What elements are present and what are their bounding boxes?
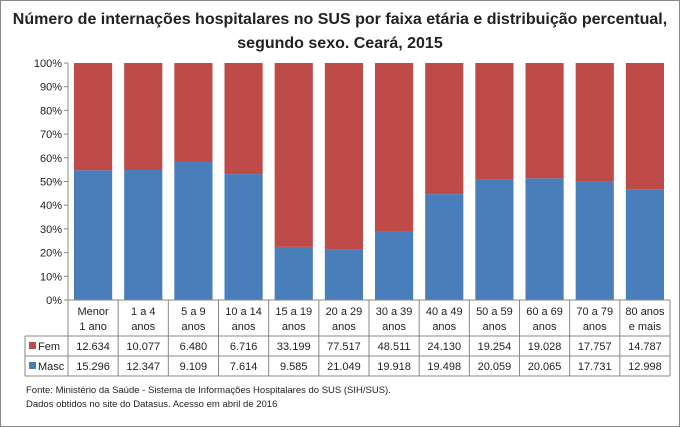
data-label-fem: 17.757 — [578, 341, 612, 353]
bar-fem — [375, 63, 414, 232]
y-tick-label: 0% — [46, 295, 62, 307]
category-label: 80 anos — [625, 306, 665, 318]
bar-masc — [274, 246, 313, 300]
access-note: Dados obtidos no site do Datasus. Acesso… — [26, 399, 278, 410]
legend-fem-swatch — [29, 342, 36, 349]
bar-masc — [475, 179, 514, 300]
category-label: 40 a 49 — [426, 306, 463, 318]
category-label: Menor — [77, 306, 109, 318]
bar-masc — [575, 181, 614, 300]
category-label: anos — [533, 321, 557, 333]
data-label-masc: 19.918 — [377, 361, 411, 373]
y-tick-label: 40% — [40, 200, 62, 212]
category-label: anos — [432, 321, 456, 333]
data-label-masc: 21.049 — [327, 361, 361, 373]
data-label-masc: 19.498 — [427, 361, 461, 373]
y-tick-label: 10% — [40, 271, 62, 283]
bar-fem — [525, 63, 564, 179]
bar-fem — [475, 63, 514, 180]
bar-masc — [425, 194, 464, 300]
bar-masc — [124, 169, 163, 300]
data-label-fem: 19.254 — [478, 341, 512, 353]
category-label: 15 a 19 — [275, 306, 312, 318]
category-label: anos — [382, 321, 406, 333]
category-label: 20 a 29 — [326, 306, 363, 318]
category-label: 10 a 14 — [225, 306, 262, 318]
data-label-fem: 14.787 — [628, 341, 662, 353]
bar-fem — [324, 63, 363, 250]
bar-masc — [324, 249, 363, 300]
bar-masc — [525, 178, 564, 300]
category-label: anos — [131, 321, 155, 333]
category-label: anos — [232, 321, 256, 333]
data-label-masc: 20.059 — [478, 361, 512, 373]
data-label-fem: 10.077 — [126, 341, 160, 353]
y-tick-label: 70% — [40, 129, 62, 141]
data-label-masc: 12.347 — [126, 361, 160, 373]
y-tick-label: 60% — [40, 153, 62, 165]
data-label-masc: 9.109 — [180, 361, 208, 373]
category-label: anos — [181, 321, 205, 333]
bar-fem — [625, 63, 664, 190]
category-label: 1 ano — [79, 321, 107, 333]
bar-masc — [224, 174, 263, 300]
data-label-masc: 15.296 — [76, 361, 110, 373]
bar-fem — [425, 63, 464, 195]
bar-fem — [174, 63, 213, 162]
y-tick-label: 100% — [34, 58, 62, 70]
data-label-masc: 17.731 — [578, 361, 612, 373]
category-label: 50 a 59 — [476, 306, 513, 318]
legend-masc-swatch — [29, 362, 36, 369]
category-label: 30 a 39 — [376, 306, 413, 318]
data-label-masc: 9.585 — [280, 361, 308, 373]
data-label-masc: 12.998 — [628, 361, 662, 373]
data-label-fem: 12.634 — [76, 341, 110, 353]
bar-fem — [74, 63, 113, 171]
data-label-fem: 19.028 — [528, 341, 562, 353]
y-tick-label: 90% — [40, 82, 62, 94]
bar-masc — [74, 170, 113, 300]
source-note: Fonte: Ministério da Saúde - Sistema de … — [26, 385, 391, 396]
legend-masc: Masc — [38, 361, 65, 373]
data-label-fem: 48.511 — [378, 341, 411, 353]
category-label: 5 a 9 — [181, 306, 205, 318]
category-label: anos — [332, 321, 356, 333]
y-tick-label: 80% — [40, 105, 62, 117]
category-label: anos — [583, 321, 607, 333]
category-label: 60 a 69 — [526, 306, 563, 318]
category-label: 1 a 4 — [131, 306, 155, 318]
bar-masc — [375, 231, 414, 300]
data-label-masc: 20.065 — [528, 361, 562, 373]
data-label-fem: 24.130 — [427, 341, 461, 353]
bar-masc — [625, 189, 664, 300]
y-tick-label: 50% — [40, 177, 62, 189]
legend-fem: Fem — [38, 341, 60, 353]
bar-fem — [224, 63, 263, 175]
data-label-fem: 33.199 — [277, 341, 311, 353]
bar-fem — [274, 63, 313, 247]
category-label: e mais — [629, 321, 662, 333]
category-label: anos — [482, 321, 506, 333]
bar-fem — [124, 63, 163, 170]
bar-masc — [174, 161, 213, 300]
bar-fem — [575, 63, 614, 182]
category-label: anos — [282, 321, 306, 333]
data-label-fem: 6.716 — [230, 341, 258, 353]
y-tick-label: 30% — [40, 224, 62, 236]
category-label: 70 a 79 — [576, 306, 613, 318]
y-tick-label: 20% — [40, 248, 62, 260]
chart-title: Número de internações hospitalares no SU… — [12, 11, 668, 52]
data-label-masc: 7.614 — [230, 361, 258, 373]
data-label-fem: 6.480 — [180, 341, 208, 353]
data-label-fem: 77.517 — [327, 341, 361, 353]
